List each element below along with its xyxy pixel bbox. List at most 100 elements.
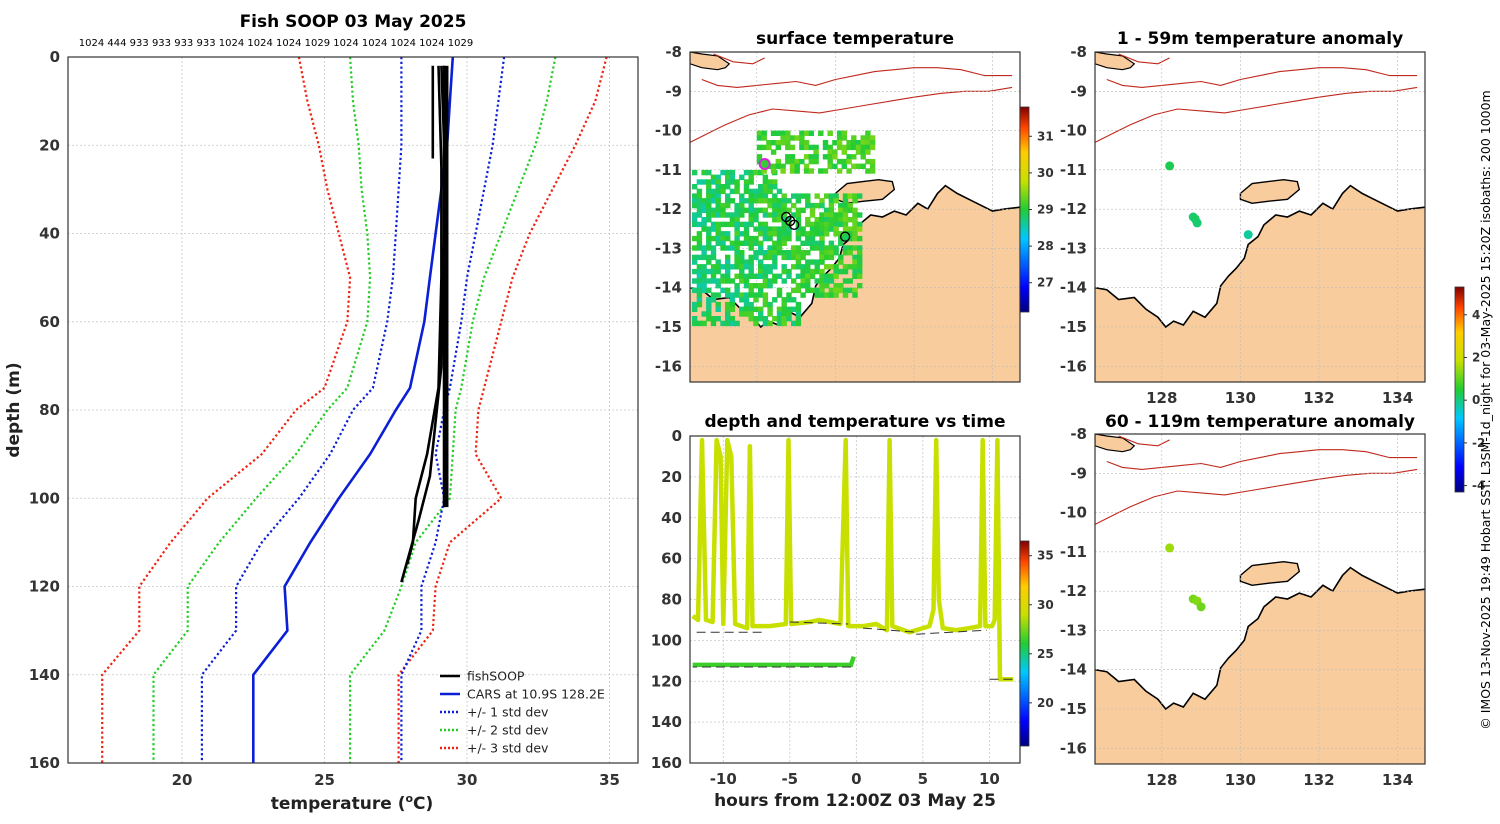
sst-pixel-26 <box>696 221 703 228</box>
sst-pixel-174 <box>729 188 736 195</box>
sst-pixel-604 <box>838 240 844 246</box>
sst-pixel-715 <box>799 135 805 141</box>
sst-pixel-123 <box>715 268 721 275</box>
sst-pixel-172 <box>729 174 736 180</box>
sst-pixel-350 <box>767 231 773 237</box>
sst-pixel-138 <box>720 235 726 242</box>
time-depth-colorbar-ticklabel-30: 30 <box>1037 598 1054 612</box>
sst-pixel-39 <box>696 297 703 303</box>
sst-pixel-427 <box>786 217 792 223</box>
sst-pixel-55 <box>701 273 707 279</box>
sst-pixel-566 <box>828 198 835 204</box>
sst-pixel-676 <box>761 144 767 151</box>
sst-pixel-608 <box>838 283 844 289</box>
sst-pixel-349 <box>767 226 773 232</box>
anomaly-shallow-xtick-128: 128 <box>1146 389 1177 407</box>
sst-pixel-157 <box>725 245 731 251</box>
sst-pixel-131 <box>720 184 726 190</box>
sst-pixel-220 <box>739 250 745 256</box>
sst-pixel-601 <box>838 221 844 228</box>
sst-pixel-340 <box>762 301 769 308</box>
sst-pixel-696 <box>780 163 786 169</box>
anomaly-shallow-ytick-16: -16 <box>1060 357 1087 375</box>
sst-pixel-742 <box>827 149 833 155</box>
profile-panel: Fish SOOP 03 May 2025 1024 444 933 933 9… <box>4 12 639 814</box>
sst-pixel-383 <box>772 316 778 322</box>
sst-pixel-647 <box>852 235 858 242</box>
sst-pixel-141 <box>720 264 726 270</box>
sst-pixel-280 <box>753 193 759 199</box>
sst-pixel-324 <box>762 198 769 204</box>
profile-ytick-60: 60 <box>39 313 60 331</box>
sst-pixel-20 <box>696 188 703 195</box>
sst-pixel-238 <box>743 226 750 232</box>
sst-pixel-306 <box>758 240 764 246</box>
sst-pixel-49 <box>701 226 707 232</box>
sst-pixel-32 <box>696 264 703 270</box>
sst-pixel-147 <box>725 174 731 180</box>
sst-pixel-93 <box>710 221 717 228</box>
anomaly-shallow-land <box>1095 185 1425 382</box>
sst-pixel-499 <box>805 268 811 275</box>
sst-pixel-658 <box>857 221 863 228</box>
anomaly-shallow-ytick-10: -10 <box>1060 122 1087 140</box>
sst-pixel-778 <box>860 144 866 151</box>
sst-pixel-602 <box>838 231 844 237</box>
sst-pixel-583 <box>833 198 839 204</box>
time-depth-xtick--10: -10 <box>710 770 737 788</box>
sst-pixel-705 <box>789 144 796 151</box>
sst-pixel-725 <box>808 130 814 136</box>
sst-pixel-793 <box>869 163 876 169</box>
anomaly-shallow-timor <box>1095 52 1136 71</box>
sst-pixel-244 <box>743 273 750 279</box>
anomaly-shallow-isobath-1 <box>1095 86 1418 143</box>
sst-pixel-109 <box>715 184 721 190</box>
sst-pixel-30 <box>696 245 703 251</box>
sst-pixel-642 <box>852 212 858 218</box>
sst-pixel-516 <box>809 287 816 294</box>
sst-pixel-89 <box>710 193 717 199</box>
sst-pixel-457 <box>795 217 802 223</box>
sst-pixel-614 <box>842 212 849 218</box>
anomaly-deep-ticks: -8 -9 -10 -11 -12 -13 -14 -15 -16 128 130 132 134 <box>1060 425 1413 789</box>
sst-pixel-370 <box>772 212 778 218</box>
sst-pixel-204 <box>734 259 740 265</box>
sst-pixel-212 <box>739 193 745 199</box>
sst-pixel-772 <box>855 140 862 146</box>
profile-lines <box>101 57 608 763</box>
sst-map-isobath-0 <box>701 67 1013 88</box>
sst-pixel-409 <box>781 221 787 228</box>
sst-pixel-140 <box>720 245 726 251</box>
anomaly-shallow-layers <box>1095 52 1425 382</box>
sst-pixel-789 <box>869 135 876 141</box>
sst-pixel-257 <box>748 198 754 204</box>
sst-pixel-207 <box>734 283 740 289</box>
sst-pixel-245 <box>743 278 750 284</box>
sst-pixel-450 <box>791 297 797 303</box>
sst-pixel-334 <box>762 268 769 275</box>
sst-pixel-362 <box>767 320 773 327</box>
sst-pixel-52 <box>701 254 707 261</box>
sst-pixel-194 <box>734 212 740 218</box>
sst-pixel-493 <box>805 231 811 237</box>
sst-pixel-639 <box>852 193 858 199</box>
sst-pixel-18 <box>692 320 698 327</box>
sst-pixel-470 <box>795 301 802 308</box>
sst-pixel-235 <box>743 198 750 204</box>
sst-pixel-230 <box>739 311 745 317</box>
sst-pixel-364 <box>772 179 778 185</box>
sst-pixel-669 <box>756 130 763 136</box>
sst-pixel-505 <box>809 207 816 213</box>
sst-pixel-274 <box>748 301 754 308</box>
sst-pixel-633 <box>847 235 853 242</box>
anomaly-colorbar-ticklabel--4: -4 <box>1472 479 1485 493</box>
profile-ytick-100: 100 <box>29 489 60 507</box>
sst-pixel-186 <box>729 306 736 312</box>
sst-pixel-203 <box>734 254 740 261</box>
sst-map-ytick-16: -16 <box>655 357 682 375</box>
sst-pixel-761 <box>841 163 847 169</box>
sst-pixel-9 <box>692 245 698 251</box>
sst-pixel-477 <box>800 226 806 232</box>
sst-pixel-190 <box>734 184 740 190</box>
sst-pixel-156 <box>725 235 731 242</box>
